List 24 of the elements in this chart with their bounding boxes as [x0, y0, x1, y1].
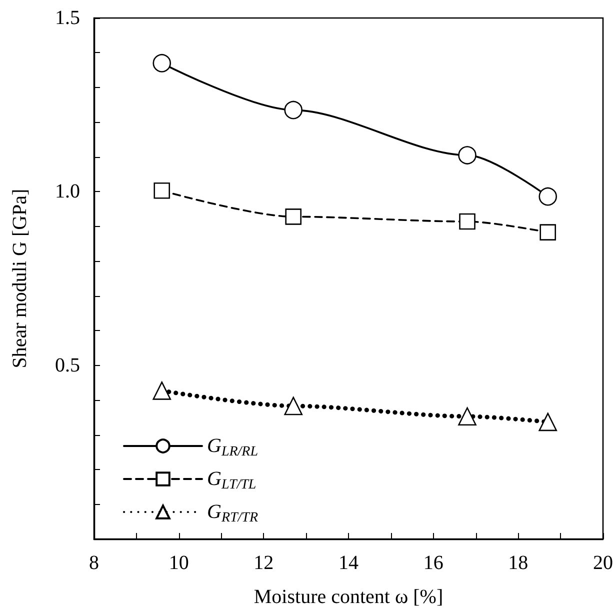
point — [285, 208, 302, 225]
y-tick-label: 0.5 — [55, 354, 80, 376]
point — [459, 213, 476, 230]
x-tick-label: 10 — [168, 552, 189, 574]
y-tick-label: 1.0 — [55, 180, 80, 203]
point — [458, 407, 476, 426]
point — [538, 187, 558, 206]
y-axis-title: Shear moduli G [GPa] — [9, 188, 31, 368]
point — [540, 224, 556, 240]
point — [284, 396, 303, 416]
point — [152, 382, 172, 400]
x-tick-label: 8 — [89, 552, 99, 574]
x-tick-label: 12 — [254, 552, 274, 574]
point — [152, 54, 172, 72]
x-tick-label: 16 — [423, 552, 444, 574]
x-axis-title: Moisture content ω [%] — [254, 586, 444, 608]
point — [538, 412, 558, 432]
point — [284, 100, 303, 120]
point — [154, 182, 170, 199]
x-tick-label: 18 — [508, 552, 528, 574]
x-tick-label: 14 — [338, 552, 358, 574]
point — [458, 146, 476, 164]
y-tick-label: 1.5 — [55, 7, 80, 29]
x-tick-label: 20 — [593, 552, 613, 574]
